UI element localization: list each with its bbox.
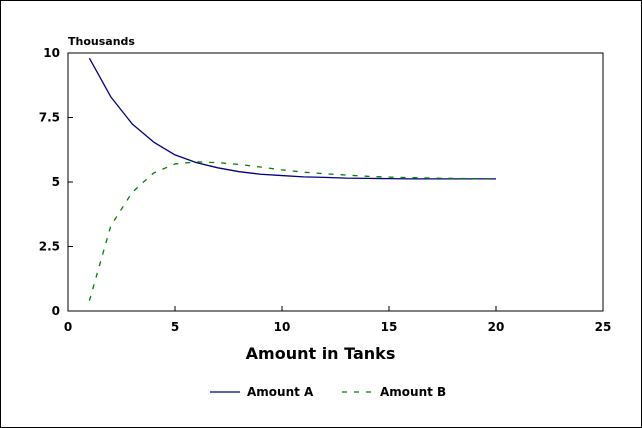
y-tick-label: 2.5 [39, 240, 60, 254]
x-axis-label: Amount in Tanks [246, 344, 396, 363]
y-tick-label: 7.5 [39, 111, 60, 125]
legend-label: Amount B [380, 385, 446, 399]
series-line-amount-b [88, 161, 496, 301]
axes [67, 52, 604, 312]
x-tick-label: 20 [488, 320, 505, 334]
y-unit-label: Thousands [68, 35, 135, 48]
legend: Amount A Amount B [210, 385, 446, 399]
x-tick-label: 5 [171, 320, 179, 334]
y-tick-label: 10 [43, 46, 60, 60]
x-tick-label: 10 [274, 320, 291, 334]
plot-area-border [67, 52, 604, 312]
series-layer [88, 57, 496, 301]
x-tick-label: 25 [595, 320, 612, 334]
ticks: 0 5 10 15 20 25 0 2.5 5 7.5 10 [39, 46, 612, 334]
y-tick-label: 5 [52, 175, 60, 189]
series-line-amount-a [88, 57, 496, 180]
legend-label: Amount A [247, 385, 314, 399]
x-tick-label: 0 [64, 320, 72, 334]
y-tick-label: 0 [52, 304, 60, 318]
x-tick-label: 15 [381, 320, 398, 334]
